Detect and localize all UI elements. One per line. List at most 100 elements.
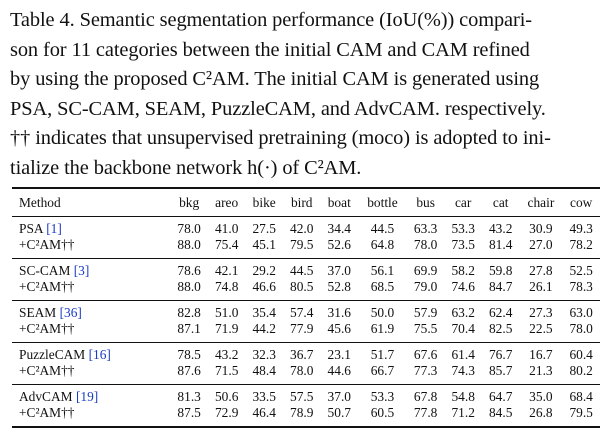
value-cell: 76.7	[481, 341, 520, 363]
value-cell: 68.5	[370, 279, 395, 294]
value-cell: 79.5	[562, 405, 600, 428]
value-cell: 48.4	[252, 363, 276, 378]
value-cell: 32.3	[245, 341, 283, 363]
value-cell: 71.9	[214, 321, 239, 336]
value-cell: 31.6	[320, 299, 359, 321]
value-cell: 88.0	[177, 237, 201, 252]
value-cell: 26.8	[519, 405, 563, 428]
value-cell: 63.0	[562, 299, 600, 321]
value-cell: 75.4	[214, 237, 239, 252]
value-cell: 16.7	[519, 341, 563, 363]
value-cell: 80.5	[290, 279, 314, 294]
table-row: +C²AM†† 88.0 75.4 45.1 79.5 52.6 64.8 78.0 73.5 8…	[12, 237, 600, 258]
value-cell: 80.2	[569, 363, 593, 378]
value-cell: 52.8	[327, 279, 351, 294]
value-cell: 23.1	[320, 341, 359, 363]
citation-link[interactable]: [3]	[73, 262, 90, 278]
refined-method-cell: +C²AM††	[19, 279, 75, 294]
citation-link[interactable]: [1]	[46, 220, 62, 236]
value-cell: 35.0	[519, 383, 563, 405]
value-cell: 52.5	[562, 257, 600, 279]
value-cell: 81.4	[488, 237, 513, 252]
value-cell: 73.5	[451, 237, 475, 252]
table-body: PSA [1] 78.0 41.0 27.5 42.0 34.4 44.5 63.3 53.3 4…	[12, 215, 600, 428]
value-cell: 78.3	[569, 279, 593, 294]
value-cell: 78.6	[170, 257, 208, 279]
value-cell: 27.0	[529, 237, 553, 252]
citation-link[interactable]: [19]	[75, 388, 99, 404]
value-cell: 45.6	[327, 321, 351, 336]
value-cell: 63.3	[406, 215, 445, 237]
value-cell: 64.7	[481, 383, 520, 405]
table-row: AdvCAM [19] 81.3 50.6 33.5 57.5 37.0 53.3 67.8 5…	[12, 383, 600, 405]
value-cell: 27.3	[519, 299, 563, 321]
value-cell: 57.5	[282, 383, 321, 405]
value-cell: 85.7	[488, 363, 513, 378]
caption-line: son for 11 categories between the initia…	[10, 38, 530, 61]
column-header: bottle	[367, 195, 398, 210]
caption-line: †† indicates that unsupervised pretraini…	[10, 127, 551, 149]
value-cell: 62.4	[481, 299, 520, 321]
refined-method-cell: +C²AM††	[19, 237, 75, 252]
value-cell: 37.0	[320, 383, 359, 405]
value-cell: 27.8	[519, 257, 563, 279]
table-row: PuzzleCAM [16] 78.5 43.2 32.3 36.7 23.1 51.7 67…	[12, 341, 600, 363]
method-name: PuzzleCAM	[19, 346, 86, 362]
value-cell: 21.3	[529, 363, 553, 378]
value-cell: 30.9	[519, 215, 563, 237]
value-cell: 82.8	[170, 299, 208, 321]
citation-link[interactable]: [36]	[59, 304, 82, 320]
value-cell: 70.4	[451, 321, 475, 336]
column-header: boat	[327, 195, 351, 210]
table-row: +C²AM†† 87.1 71.9 44.2 77.9 45.6 61.9 75.5 70.4 8…	[12, 321, 600, 342]
value-cell: 43.2	[207, 341, 246, 363]
value-cell: 34.4	[320, 215, 359, 237]
method-cell: SC-CAM [3]	[12, 257, 171, 279]
value-cell: 44.2	[252, 321, 276, 336]
value-cell: 79.0	[413, 279, 438, 294]
column-header: cow	[570, 195, 593, 210]
value-cell: 66.7	[370, 363, 395, 378]
caption-line: by using the proposed C²AM. The initial …	[10, 68, 540, 90]
value-cell: 77.3	[413, 363, 438, 378]
value-cell: 75.5	[413, 321, 438, 336]
value-cell: 22.5	[529, 321, 553, 336]
value-cell: 74.8	[214, 279, 239, 294]
value-cell: 78.2	[569, 237, 593, 252]
value-cell: 44.5	[358, 215, 407, 237]
value-cell: 27.5	[245, 215, 283, 237]
citation-link[interactable]: [16]	[88, 346, 111, 362]
caption-line: PSA, SC-CAM, SEAM, PuzzleCAM, and AdvCAM…	[10, 97, 546, 120]
value-cell: 78.5	[170, 341, 208, 363]
value-cell: 50.6	[207, 383, 246, 405]
value-cell: 36.7	[282, 341, 321, 363]
column-header: bus	[416, 195, 435, 210]
column-header: bkg	[179, 195, 200, 210]
table-caption: Table 4. Semantic segmentation performan…	[10, 6, 602, 183]
value-cell: 53.3	[444, 215, 482, 237]
value-cell: 87.6	[177, 363, 201, 378]
value-cell: 50.7	[320, 405, 359, 428]
value-cell: 43.2	[481, 215, 520, 237]
value-cell: 61.9	[370, 321, 395, 336]
table-row: SEAM [36] 82.8 51.0 35.4 57.4 31.6 50.0 57.9 63.…	[12, 299, 600, 321]
value-cell: 51.7	[358, 341, 407, 363]
value-cell: 45.1	[252, 237, 276, 252]
column-header: bird	[290, 195, 313, 210]
value-cell: 46.4	[245, 405, 283, 428]
value-cell: 42.1	[207, 257, 246, 279]
value-cell: 82.5	[488, 321, 513, 336]
value-cell: 87.5	[170, 405, 208, 428]
value-cell: 69.9	[406, 257, 445, 279]
value-cell: 68.4	[562, 383, 600, 405]
value-cell: 29.2	[245, 257, 283, 279]
method-cell: PuzzleCAM [16]	[12, 341, 171, 363]
value-cell: 35.4	[245, 299, 283, 321]
table-row: +C²AM†† 88.0 74.8 46.6 80.5 52.8 68.5 79.0 74.6 8…	[12, 279, 600, 300]
value-cell: 71.5	[214, 363, 239, 378]
value-cell: 59.8	[481, 257, 520, 279]
value-cell: 51.0	[207, 299, 246, 321]
value-cell: 26.1	[529, 279, 553, 294]
column-header: Method	[19, 195, 61, 210]
results-table: Method bkg areo bike bird boat bottle bu…	[12, 187, 600, 428]
